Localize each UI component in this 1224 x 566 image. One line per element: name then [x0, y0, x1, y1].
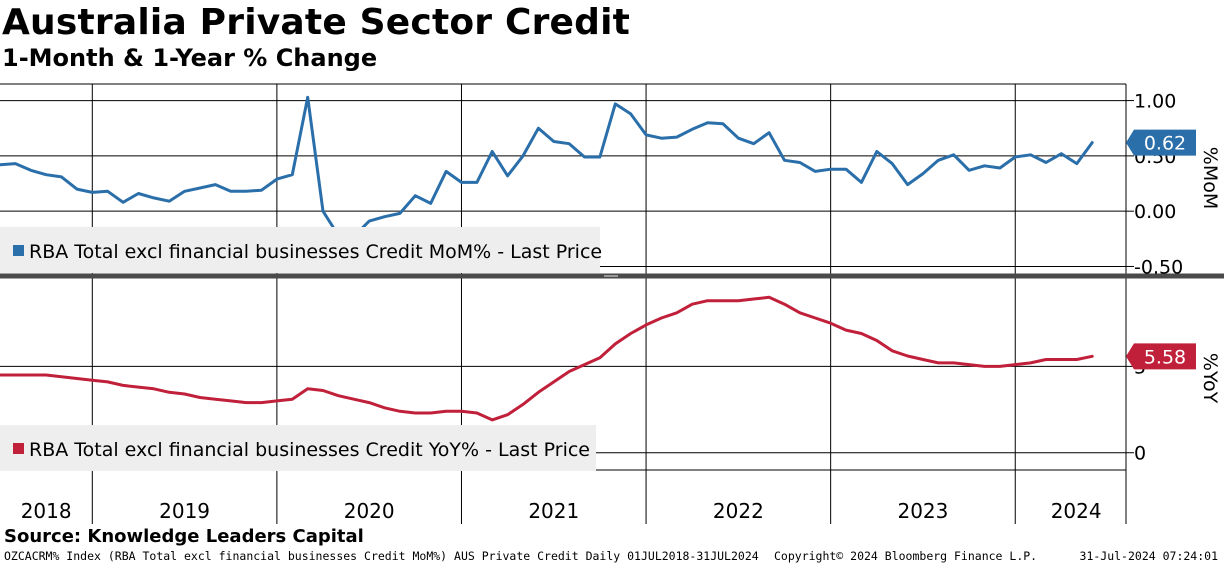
- timestamp: 31-Jul-2024 07:24:01: [1079, 549, 1218, 563]
- x-tick-label: 2021: [528, 499, 579, 523]
- x-tick-label: 2022: [713, 499, 764, 523]
- legend-bg: [0, 425, 596, 471]
- mom-legend: RBA Total excl financial businesses Cred…: [0, 227, 602, 273]
- mom-axis-label: %MoM: [1199, 147, 1221, 209]
- x-tick-label: 2024: [1051, 499, 1102, 523]
- copyright: Copyright© 2024 Bloomberg Finance L.P.: [774, 549, 1038, 563]
- yoy-axis-label: %YoY: [1199, 353, 1221, 404]
- legend-label: RBA Total excl financial businesses Cred…: [29, 439, 590, 461]
- yoy-last-value-tag: 5.58: [1126, 343, 1196, 370]
- source-note: Source: Knowledge Leaders Capital: [4, 526, 364, 547]
- y-tick-label: -0.50: [1134, 256, 1183, 278]
- chart-title: Australia Private Sector Credit: [2, 2, 631, 43]
- mom-series-line: [0, 95, 1094, 239]
- x-tick-label: 2020: [344, 499, 395, 523]
- y-tick-label: 0.00: [1134, 201, 1176, 223]
- mom-last-value-tag: 0.62: [1126, 129, 1196, 156]
- index-info: OZCACRM% Index (RBA Total excl financial…: [4, 549, 759, 563]
- last-value-tag-label: 0.62: [1144, 133, 1186, 155]
- separator-handle: [604, 275, 618, 277]
- legend-bg: [0, 227, 600, 273]
- yoy-series-line: [0, 295, 1094, 422]
- x-tick-label: 2018: [21, 499, 72, 523]
- x-tick-label: 2023: [897, 499, 948, 523]
- y-tick-label: 1.00: [1134, 91, 1176, 113]
- last-value-tag-bg: [1126, 129, 1196, 156]
- legend-swatch: [13, 443, 24, 454]
- legend-swatch: [13, 245, 24, 256]
- last-value-tag-label: 5.58: [1144, 346, 1186, 368]
- chart-subtitle: 1-Month & 1-Year % Change: [2, 44, 378, 72]
- yoy-legend: RBA Total excl financial businesses Cred…: [0, 425, 596, 471]
- legend-label: RBA Total excl financial businesses Cred…: [29, 241, 602, 263]
- x-tick-label: 2019: [159, 499, 210, 523]
- last-value-tag-bg: [1126, 343, 1196, 370]
- y-tick-label: 0: [1134, 443, 1146, 465]
